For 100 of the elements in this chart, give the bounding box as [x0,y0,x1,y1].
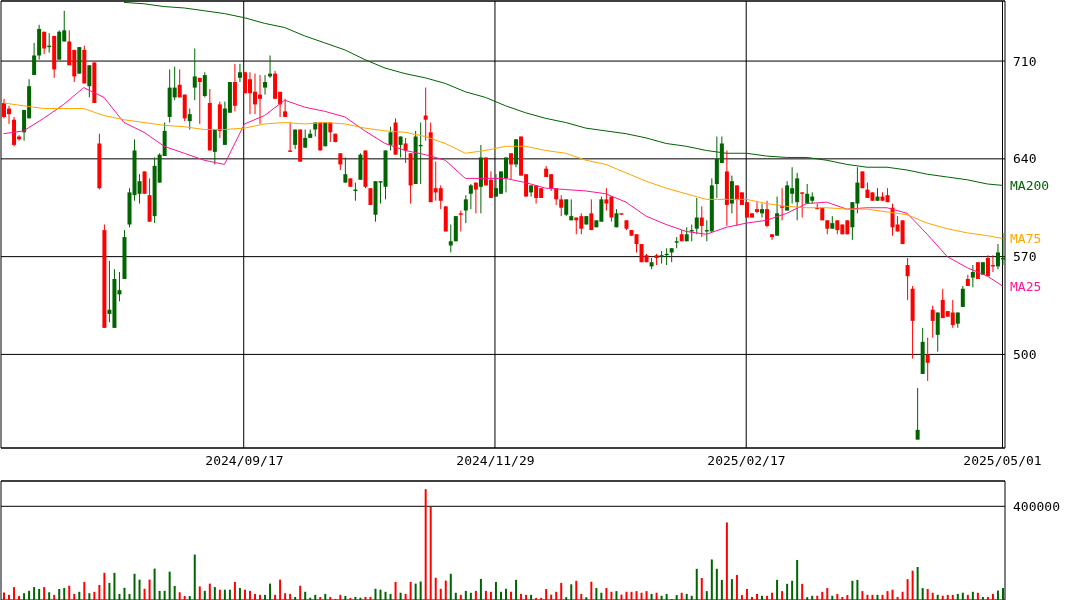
bar [389,593,392,600]
bar [243,589,246,600]
x-tick-label: 2024/11/29 [456,453,535,469]
bar [610,591,613,600]
bar [128,593,131,600]
candlestick [915,387,920,441]
candlestick [473,182,478,214]
bar [228,589,231,600]
bar [655,592,658,600]
bar [635,591,638,600]
bar [836,593,839,600]
bar [715,568,718,600]
candlestick [760,203,765,219]
bar [605,588,608,600]
bar [841,596,844,600]
bar [344,596,347,600]
bar [203,590,206,600]
bar [776,579,779,600]
bar [911,570,914,600]
bar [233,581,236,600]
bar [771,592,774,600]
bar [138,579,141,600]
bar [831,595,834,600]
candlestick [463,194,468,224]
bar [73,593,76,600]
candlestick [283,98,288,118]
bar [665,593,668,600]
bar [118,593,121,600]
bar [520,593,523,600]
candlestick [930,305,935,339]
bar [198,586,201,600]
bar [3,592,5,600]
bar [806,597,809,600]
bar [756,593,758,600]
candlestick [232,63,237,112]
bar [329,596,332,600]
candlestick [187,108,192,131]
bar [690,595,693,600]
bar [113,572,116,600]
candlestick [438,184,443,210]
bar [740,595,743,600]
candlestick [960,285,965,308]
bar [826,588,829,600]
bar [238,588,241,600]
bar [515,579,518,600]
bar [314,594,317,600]
bar [981,596,984,600]
bar [640,592,643,600]
bar [38,588,41,600]
candlestick [403,137,408,164]
bar [78,591,81,600]
bar [394,581,397,600]
bar [103,572,106,600]
candlestick [755,201,759,214]
bar [354,596,357,600]
bar [444,580,447,600]
bar [961,592,964,600]
candlestick [142,170,147,195]
bar [710,559,713,600]
bar [178,592,181,600]
bar [530,594,533,600]
bar [585,597,588,600]
bar [28,590,31,600]
bar [93,591,96,600]
candlestick [448,224,453,253]
bar [685,593,688,600]
bar [896,596,899,600]
candlestick [343,156,348,184]
bar [535,597,538,600]
bar [279,579,282,600]
y-tick-label: 500 [1013,347,1037,363]
line-series [3,102,1003,239]
x-tick-label: 2025/02/17 [707,453,786,469]
bar [173,585,176,600]
bar [856,579,859,600]
bar [399,592,402,600]
bar [786,583,789,600]
bar [294,596,297,600]
bar [620,594,623,600]
bar [454,592,457,600]
bar [374,588,377,600]
bar [1001,588,1004,600]
bar [615,591,618,600]
candlestick [423,87,428,142]
bar [33,587,36,600]
bar [499,591,502,600]
y-tick-label: 640 [1013,151,1037,167]
bar [766,595,769,600]
bar [349,597,352,600]
bar [143,588,146,600]
bar [660,595,663,600]
bar [946,594,949,600]
bar [459,594,462,600]
bar [319,596,322,600]
bar [439,588,442,600]
bar [133,573,136,600]
bar [625,591,628,600]
bar [269,583,272,600]
bar [158,590,161,600]
candlestick [458,210,463,232]
